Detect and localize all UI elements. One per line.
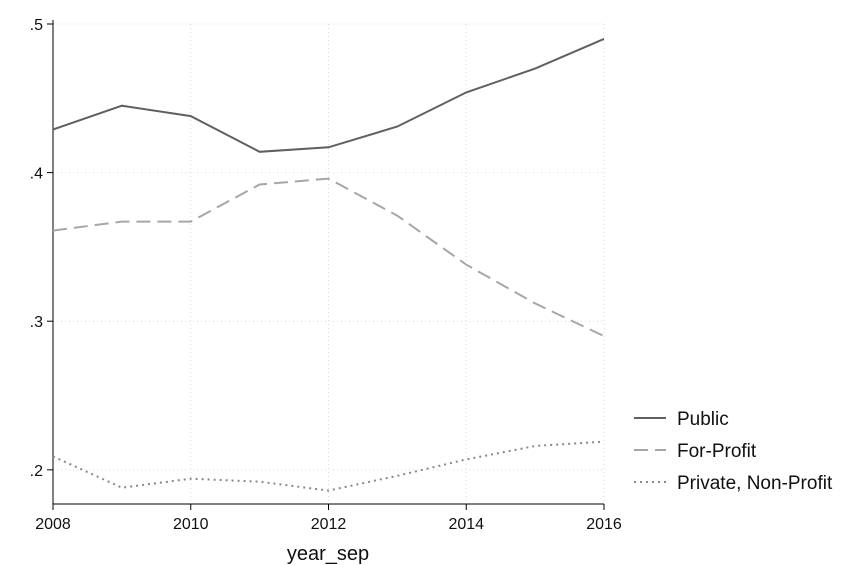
data-point	[327, 489, 331, 493]
x-tick-label: 2010	[173, 516, 209, 533]
data-point	[120, 220, 124, 224]
legend-label: Public	[677, 409, 729, 430]
data-point	[327, 177, 331, 181]
data-point	[602, 37, 606, 41]
data-point	[395, 125, 399, 129]
data-point	[464, 90, 468, 94]
legend: Public For-Profit Private, Non-Profit	[634, 409, 833, 494]
y-tick-label: .5	[30, 17, 43, 34]
data-point	[395, 474, 399, 478]
x-axis-title: year_sep	[287, 543, 369, 565]
y-tick-label: .2	[30, 463, 43, 480]
data-point	[258, 150, 262, 154]
data-point	[395, 214, 399, 218]
data-point	[189, 114, 193, 118]
series-line-2	[52, 177, 605, 338]
legend-label: For-Profit	[677, 441, 757, 462]
series-line-1	[52, 37, 605, 153]
x-tick-label: 2014	[448, 516, 484, 533]
data-point	[120, 104, 124, 108]
y-tick-label: .4	[30, 166, 43, 183]
data-point	[51, 128, 55, 132]
x-tick-label: 2016	[586, 516, 622, 533]
x-tick-label: 2008	[35, 516, 71, 533]
data-point	[533, 67, 537, 71]
data-point	[533, 301, 537, 305]
legend-label: Private, Non-Profit	[677, 473, 833, 494]
data-point	[602, 440, 606, 444]
data-point	[464, 457, 468, 461]
data-point	[258, 480, 262, 484]
data-point	[602, 334, 606, 338]
x-tick-label: 2012	[311, 516, 347, 533]
data-point	[464, 263, 468, 267]
data-point	[189, 220, 193, 224]
y-tick-label: .3	[30, 314, 43, 331]
data-point	[533, 444, 537, 448]
data-point	[189, 477, 193, 481]
data-point	[258, 182, 262, 186]
data-point	[327, 145, 331, 149]
data-point	[51, 229, 55, 233]
data-point	[120, 486, 124, 490]
series-line-3	[52, 440, 605, 492]
grid	[52, 23, 605, 504]
axes: .2 .3 .4 .5 2008 2010 2012 2014 2016	[30, 17, 622, 533]
data-point	[51, 454, 55, 458]
series	[51, 37, 606, 493]
